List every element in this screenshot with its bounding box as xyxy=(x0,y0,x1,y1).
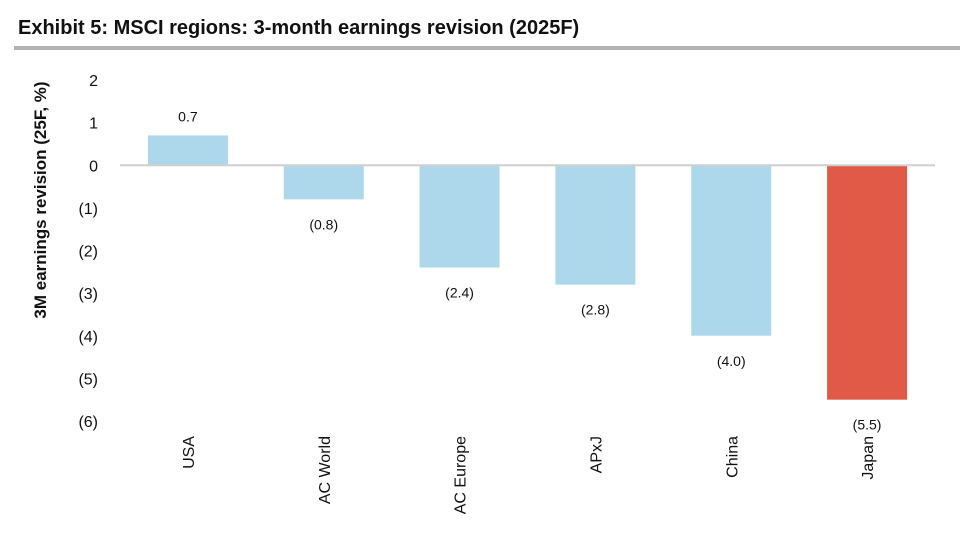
bar-ac-world xyxy=(283,165,364,200)
y-tick-label: (1) xyxy=(78,201,98,218)
data-label: 0.7 xyxy=(178,108,198,124)
y-axis-ticks: 2 1 0 (1) (2) (3) (4) (5) (6) xyxy=(78,73,98,431)
category-label: Japan xyxy=(860,436,877,480)
data-labels-group: 0.7 (0.8) (2.4) (2.8) (4.0) (5.5) xyxy=(178,108,881,432)
category-label: APxJ xyxy=(588,436,605,473)
data-label: (2.4) xyxy=(445,285,474,301)
chart-title: Exhibit 5: MSCI regions: 3-month earning… xyxy=(18,17,580,39)
bar-ac-europe xyxy=(419,165,500,268)
y-tick-label: (3) xyxy=(78,286,98,303)
y-tick-label: 1 xyxy=(89,116,98,133)
category-label: China xyxy=(724,436,741,478)
bar-japan xyxy=(827,165,908,400)
y-tick-label: 2 xyxy=(89,73,98,90)
data-label: (4.0) xyxy=(717,353,746,369)
category-label: AC Europe xyxy=(453,436,470,514)
y-tick-label: 0 xyxy=(89,158,98,175)
data-label: (5.5) xyxy=(853,417,882,433)
y-tick-label: (6) xyxy=(78,414,98,431)
category-label: USA xyxy=(181,436,198,469)
y-axis-title: 3M earnings revision (25F, %) xyxy=(31,81,50,318)
bar-apxj xyxy=(555,165,636,285)
title-divider xyxy=(14,46,960,50)
y-tick-label: (2) xyxy=(78,244,98,261)
bar-china xyxy=(691,165,772,336)
category-labels-group: USA AC World AC Europe APxJ China Japan xyxy=(181,436,877,515)
y-tick-label: (4) xyxy=(78,329,98,346)
data-label: (2.8) xyxy=(581,302,610,318)
bars-group xyxy=(147,135,908,400)
category-label: AC World xyxy=(317,436,334,504)
y-tick-label: (5) xyxy=(78,371,98,388)
data-label: (0.8) xyxy=(309,216,338,232)
bar-usa xyxy=(147,135,228,166)
